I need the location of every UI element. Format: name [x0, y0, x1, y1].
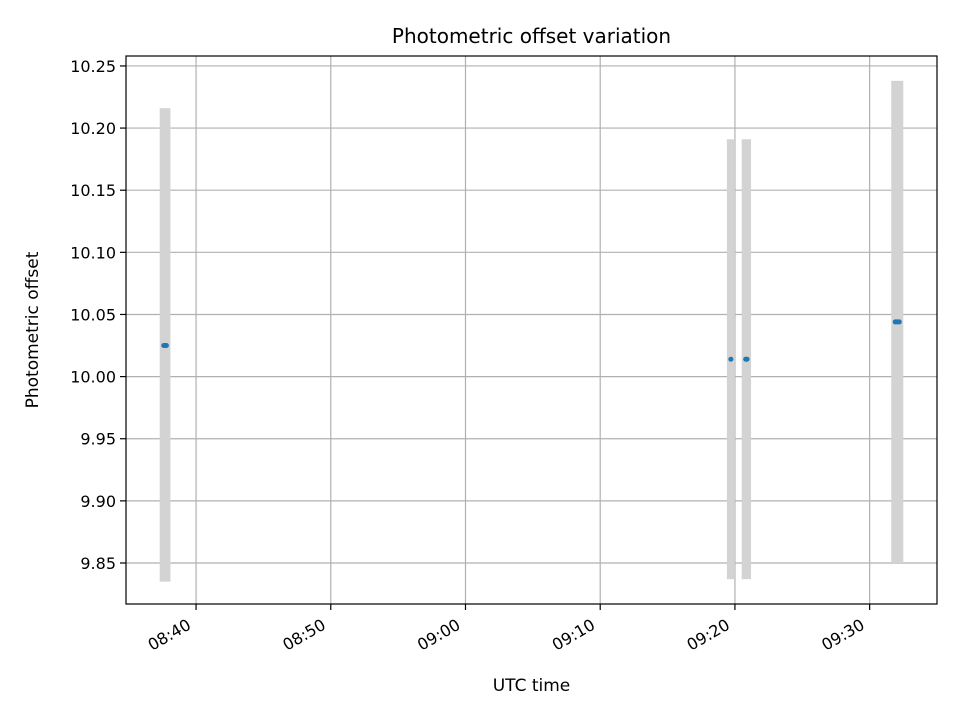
grid-lines [126, 56, 937, 604]
chart-title: Photometric offset variation [392, 24, 671, 48]
y-axis-ticks: 9.85 9.90 9.95 10.00 10.05 10.10 10.15 10.20 10.… [70, 57, 126, 573]
y-tick-label: 10.20 [70, 119, 116, 138]
data-points [161, 319, 902, 362]
y-tick-label: 9.95 [80, 430, 116, 449]
y-tick-label: 10.00 [70, 368, 116, 387]
plot-frame [125, 55, 938, 605]
y-tick-label: 10.10 [70, 243, 116, 262]
y-tick-label: 10.15 [70, 181, 116, 200]
x-axis-label: UTC time [493, 676, 571, 696]
y-tick-label: 10.05 [70, 305, 116, 324]
y-tick-label: 9.90 [80, 492, 116, 511]
y-tick-label: 9.85 [80, 554, 116, 573]
y-axis-label: Photometric offset [23, 251, 43, 408]
y-tick-label: 10.25 [70, 57, 116, 76]
